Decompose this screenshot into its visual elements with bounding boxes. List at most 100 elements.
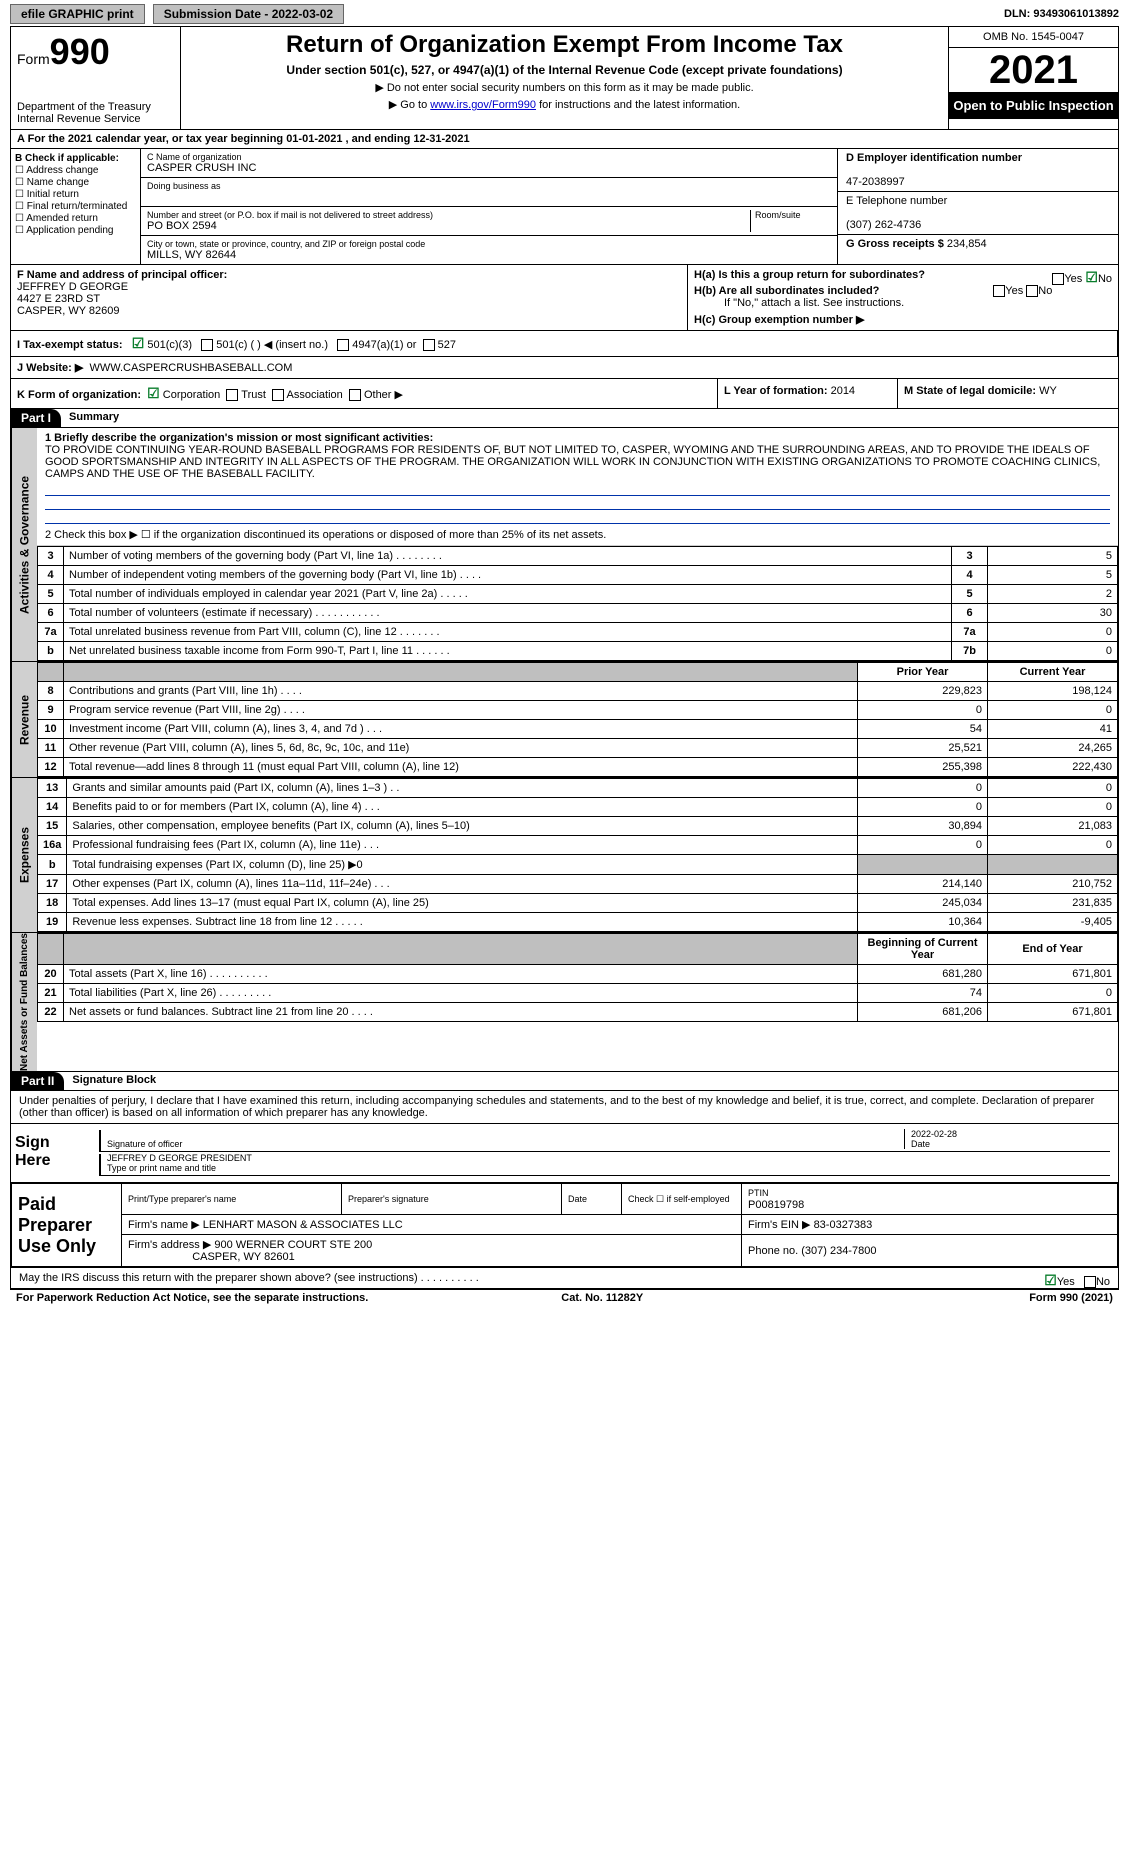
current-year-value: 222,430 xyxy=(988,758,1118,777)
line-label: Total assets (Part X, line 16) . . . . .… xyxy=(64,965,858,984)
prior-year-value: 214,140 xyxy=(858,875,988,894)
line-num: 13 xyxy=(38,779,67,798)
tax-year: 2021 xyxy=(949,48,1118,92)
line-num: 10 xyxy=(38,720,64,739)
current-year-value: 0 xyxy=(988,798,1118,817)
section-net-assets: Net Assets or Fund Balances Beginning of… xyxy=(10,933,1119,1072)
chk-final-return[interactable]: ☐ Final return/terminated xyxy=(15,201,136,212)
current-year-value: 0 xyxy=(988,779,1118,798)
form-number: Form990 xyxy=(17,31,174,73)
table-net-assets: Beginning of Current Year End of Year20 … xyxy=(37,933,1118,1022)
cat-no: Cat. No. 11282Y xyxy=(561,1292,643,1304)
prior-year-value: 681,280 xyxy=(858,965,988,984)
col-header: End of Year xyxy=(988,934,1118,965)
sig-date: 2022-02-28 xyxy=(911,1129,957,1139)
open-to-public: Open to Public Inspection xyxy=(949,92,1118,119)
irs-link[interactable]: www.irs.gov/Form990 xyxy=(430,99,536,111)
prior-year-value: 255,398 xyxy=(858,758,988,777)
current-year-value: 21,083 xyxy=(988,817,1118,836)
line-num: 20 xyxy=(38,965,64,984)
line-num: 12 xyxy=(38,758,64,777)
chk-amended-return[interactable]: ☐ Amended return xyxy=(15,213,136,224)
line-num: 21 xyxy=(38,984,64,1003)
officer-addr2: CASPER, WY 82609 xyxy=(17,305,120,317)
h-b: H(b) Are all subordinates included? Yes … xyxy=(694,285,1112,297)
form-header: Form990 Department of the Treasury Inter… xyxy=(10,27,1119,130)
line-1: 1 Briefly describe the organization's mi… xyxy=(37,428,1118,482)
line-label: Total number of individuals employed in … xyxy=(64,585,952,604)
line-label: Other revenue (Part VIII, column (A), li… xyxy=(64,739,858,758)
line-label: Total expenses. Add lines 13–17 (must eq… xyxy=(67,894,858,913)
form-ref: Form 990 (2021) xyxy=(1029,1292,1113,1304)
line-value: 0 xyxy=(988,642,1118,661)
row-k-l-m: K Form of organization: ☑ Corporation Tr… xyxy=(10,379,1119,409)
line-num: 6 xyxy=(38,604,64,623)
year-formation: 2014 xyxy=(831,385,855,397)
line-code: 7b xyxy=(952,642,988,661)
line-num: 14 xyxy=(38,798,67,817)
line-num: 7a xyxy=(38,623,64,642)
line-label: Salaries, other compensation, employee b… xyxy=(67,817,858,836)
col-c: C Name of organization CASPER CRUSH INC … xyxy=(141,149,838,264)
ein: 47-2038997 xyxy=(846,176,905,188)
state-domicile: WY xyxy=(1039,385,1057,397)
h-b-note: If "No," attach a list. See instructions… xyxy=(724,297,1112,309)
line-label: Program service revenue (Part VIII, line… xyxy=(64,701,858,720)
discuss-row: May the IRS discuss this return with the… xyxy=(10,1268,1119,1289)
mission-text: TO PROVIDE CONTINUING YEAR-ROUND BASEBAL… xyxy=(45,444,1100,480)
dept-treasury: Department of the Treasury xyxy=(17,101,174,113)
dba-label: Doing business as xyxy=(147,181,831,191)
link-note: ▶ Go to www.irs.gov/Form990 for instruct… xyxy=(189,98,940,111)
chk-name-change[interactable]: ☐ Name change xyxy=(15,177,136,188)
line-code: 3 xyxy=(952,547,988,566)
line-num: 18 xyxy=(38,894,67,913)
current-year-value: 231,835 xyxy=(988,894,1118,913)
line-num: 16a xyxy=(38,836,67,855)
firm-phone: (307) 234-7800 xyxy=(801,1245,876,1257)
current-year-value: 0 xyxy=(988,836,1118,855)
sign-here-label: Sign Here xyxy=(11,1124,91,1182)
line-label: Investment income (Part VIII, column (A)… xyxy=(64,720,858,739)
org-city: MILLS, WY 82644 xyxy=(147,249,831,261)
prior-year-value: 681,206 xyxy=(858,1003,988,1022)
officer-name-title: JEFFREY D GEORGE PRESIDENT xyxy=(107,1153,252,1163)
sig-officer-line[interactable]: Signature of officer 2022-02-28 Date xyxy=(99,1130,1110,1152)
firm-ein: 83-0327383 xyxy=(814,1219,873,1231)
prior-year-value: 0 xyxy=(858,836,988,855)
vtab-revenue: Revenue xyxy=(11,662,37,777)
line-label: Net assets or fund balances. Subtract li… xyxy=(64,1003,858,1022)
line-code: 4 xyxy=(952,566,988,585)
prior-year-value: 74 xyxy=(858,984,988,1003)
prior-year-value: 0 xyxy=(858,798,988,817)
part1-header: Part I Summary xyxy=(10,409,1119,428)
prior-year-value: 0 xyxy=(858,701,988,720)
line-num: 22 xyxy=(38,1003,64,1022)
prior-year-value: 10,364 xyxy=(858,913,988,932)
self-employed-check[interactable]: Check ☐ if self-employed xyxy=(628,1194,730,1204)
ptin: P00819798 xyxy=(748,1199,804,1211)
line-label: Revenue less expenses. Subtract line 18 … xyxy=(67,913,858,932)
current-year-value: 210,752 xyxy=(988,875,1118,894)
website: WWW.CASPERCRUSHBASEBALL.COM xyxy=(89,362,292,374)
chk-application-pending[interactable]: ☐ Application pending xyxy=(15,225,136,236)
line-2: 2 Check this box ▶ ☐ if the organization… xyxy=(37,524,1118,546)
efile-button[interactable]: efile GRAPHIC print xyxy=(10,4,145,24)
block-bcde: B Check if applicable: ☐ Address change … xyxy=(10,149,1119,265)
current-year-value: 24,265 xyxy=(988,739,1118,758)
current-year-value: 198,124 xyxy=(988,682,1118,701)
line-num: 5 xyxy=(38,585,64,604)
firm-name: LENHART MASON & ASSOCIATES LLC xyxy=(203,1219,403,1231)
gross-receipts: 234,854 xyxy=(947,238,987,250)
org-name: CASPER CRUSH INC xyxy=(147,162,831,174)
line-label: Benefits paid to or for members (Part IX… xyxy=(67,798,858,817)
line-label: Total revenue—add lines 8 through 11 (mu… xyxy=(64,758,858,777)
line-num: 11 xyxy=(38,739,64,758)
chk-address-change[interactable]: ☐ Address change xyxy=(15,165,136,176)
row-j: J Website: ▶ WWW.CASPERCRUSHBASEBALL.COM xyxy=(10,357,1119,379)
prior-year-value: 30,894 xyxy=(858,817,988,836)
line-num: b xyxy=(38,642,64,661)
chk-initial-return[interactable]: ☐ Initial return xyxy=(15,189,136,200)
line-label: Number of voting members of the governin… xyxy=(64,547,952,566)
officer-name: JEFFREY D GEORGE xyxy=(17,281,128,293)
ssn-note: ▶ Do not enter social security numbers o… xyxy=(189,81,940,94)
